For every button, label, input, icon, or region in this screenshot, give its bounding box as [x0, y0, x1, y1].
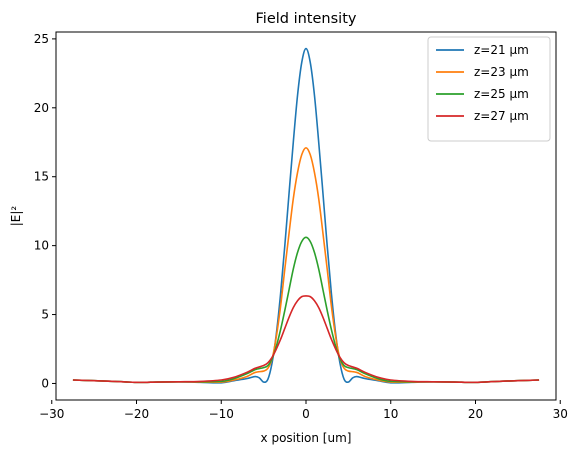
legend-entry-2: z=23 μm [474, 65, 529, 79]
legend-entry-3: z=25 μm [474, 87, 529, 101]
series-line-4 [72, 295, 540, 384]
x-tick-label: −20 [124, 407, 149, 421]
y-tick-label: 5 [41, 308, 49, 322]
y-tick-label: 15 [34, 170, 49, 184]
y-tick-label: 20 [34, 101, 49, 115]
x-axis: −30 −20 −10 0 10 20 30 [39, 400, 568, 421]
legend-entry-1: z=21 μm [474, 43, 529, 57]
legend-entry-4: z=27 μm [474, 109, 529, 123]
y-tick-label: 25 [34, 32, 49, 46]
x-tick-label: 0 [302, 407, 310, 421]
legend-box [427, 36, 551, 142]
series-line-3 [72, 236, 540, 384]
plot-area [72, 47, 540, 384]
x-axis-label: x position [um] [261, 431, 352, 445]
legend: z=21 μm z=23 μm z=25 μm z=27 μm [427, 36, 551, 142]
chart-title: Field intensity [256, 11, 357, 27]
y-tick-label: 0 [41, 376, 49, 390]
x-tick-label: 10 [383, 407, 398, 421]
y-tick-label: 10 [34, 239, 49, 253]
y-axis-label: |E|² [9, 206, 23, 227]
x-tick-label: 20 [468, 407, 483, 421]
y-axis: 0 5 10 15 20 25 [34, 32, 56, 390]
x-tick-label: 30 [553, 407, 568, 421]
x-tick-label: −10 [209, 407, 234, 421]
x-tick-label: −30 [39, 407, 64, 421]
